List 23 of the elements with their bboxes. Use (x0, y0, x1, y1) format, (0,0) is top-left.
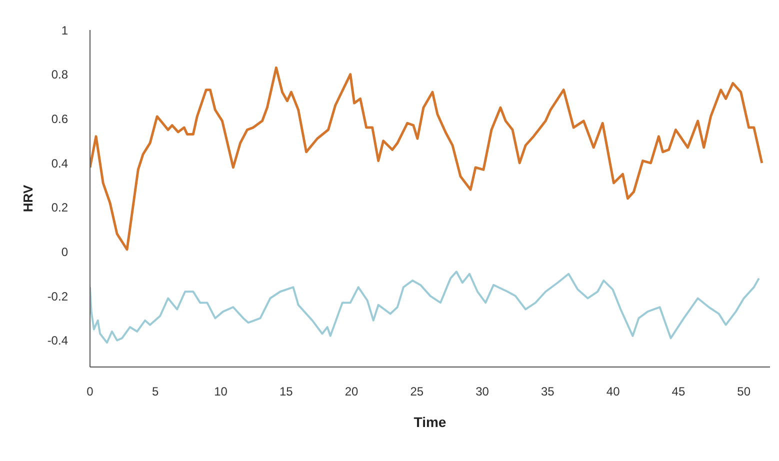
x-axis-title: Time (414, 414, 446, 430)
y-tick-label: 1 (61, 23, 68, 38)
y-tick-label: 0.6 (51, 112, 68, 126)
x-tick-label: 25 (410, 384, 424, 399)
x-tick-label: 30 (476, 384, 490, 399)
y-tick-label: -0.4 (47, 334, 68, 348)
x-tick-label: 50 (737, 384, 751, 399)
x-tick-label: 0 (86, 384, 94, 399)
y-tick-label: 0.2 (51, 200, 68, 215)
x-tick-label: 15 (279, 384, 294, 399)
y-tick-label: -0.2 (47, 289, 68, 304)
line-series (90, 66, 764, 251)
y-tick-label: 0.4 (51, 156, 68, 170)
y-tick-label: 0 (61, 244, 68, 259)
line-series (90, 270, 760, 344)
x-tick-label: 20 (344, 384, 359, 399)
x-tick-label: 35 (541, 384, 555, 399)
y-tick-label: 0.8 (51, 68, 68, 82)
y-axis-title: HRV (20, 184, 36, 212)
x-tick-label: 45 (672, 384, 686, 399)
x-tick-label: 40 (606, 384, 620, 399)
x-tick-label: 10 (214, 384, 228, 399)
x-tick-label: 5 (152, 384, 160, 399)
